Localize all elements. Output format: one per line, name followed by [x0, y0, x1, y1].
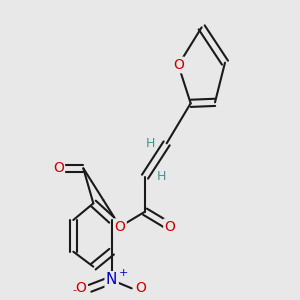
Text: O: O — [173, 58, 184, 72]
Text: +: + — [119, 268, 128, 278]
Text: O: O — [76, 281, 86, 295]
Text: O: O — [135, 281, 146, 295]
Text: N: N — [106, 272, 117, 287]
Text: H: H — [157, 170, 166, 183]
Text: -: - — [72, 285, 76, 295]
Text: O: O — [165, 220, 176, 234]
Text: O: O — [115, 220, 125, 234]
Text: H: H — [146, 137, 155, 150]
Text: O: O — [53, 161, 64, 175]
